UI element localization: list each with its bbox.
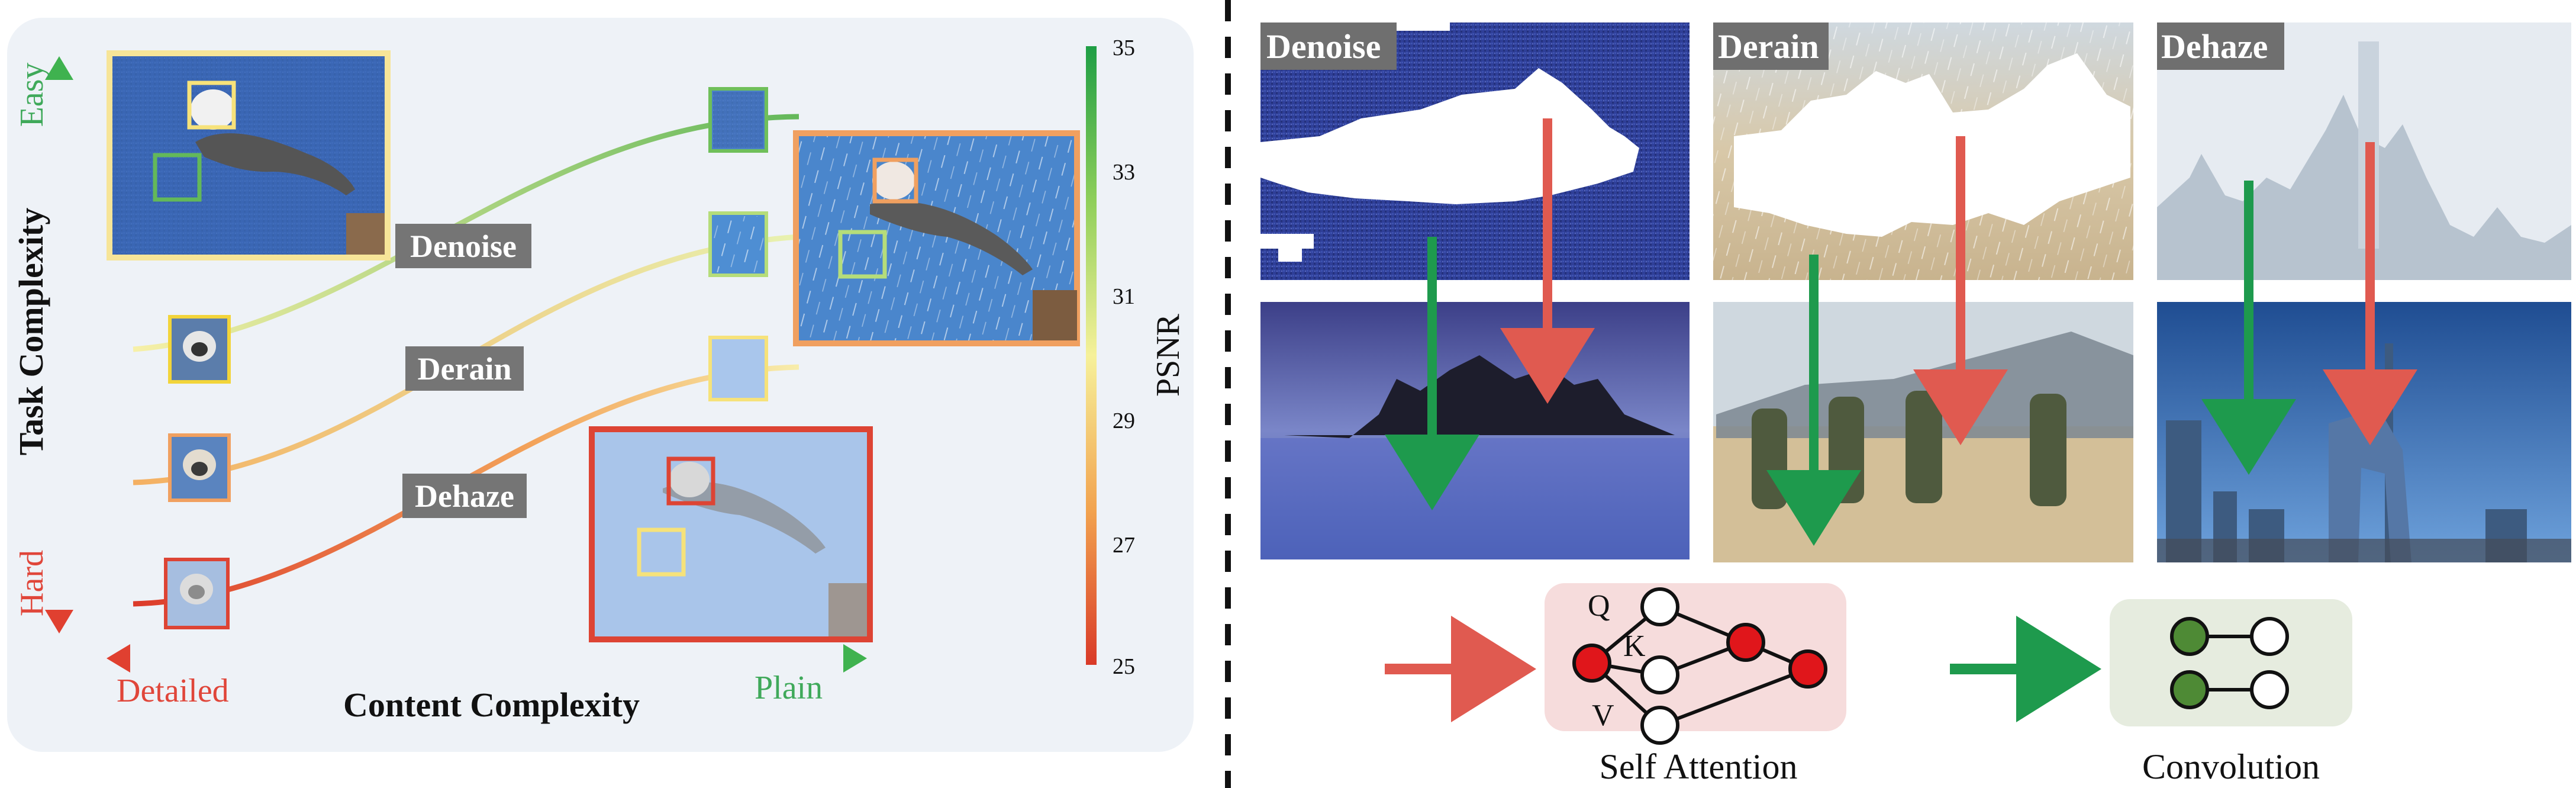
psnr-tick-31: 31 bbox=[1113, 284, 1135, 309]
plain-patches bbox=[708, 87, 768, 401]
attention-highlight bbox=[1734, 53, 2130, 237]
convolution-label: Convolution bbox=[2142, 747, 2320, 786]
detail-patches bbox=[164, 315, 231, 629]
k-label: K bbox=[1623, 629, 1646, 663]
self-attention-label: Self Attention bbox=[1600, 747, 1798, 786]
attention-node-active bbox=[1726, 623, 1765, 662]
dehaze-title: Dehaze bbox=[2161, 27, 2268, 66]
hazy-cat-image bbox=[589, 426, 873, 642]
hard-label: Hard bbox=[14, 550, 50, 616]
dehaze-plain-patch bbox=[708, 336, 768, 401]
dehaze-label: Dehaze bbox=[415, 478, 514, 514]
v-label: V bbox=[1592, 699, 1614, 732]
easy-label: Easy bbox=[14, 63, 50, 127]
cat-silhouette bbox=[195, 133, 355, 195]
conv-output-node bbox=[2250, 617, 2289, 656]
attention-node bbox=[1640, 655, 1679, 694]
plain-label: Plain bbox=[755, 670, 823, 706]
derain-title: Derain bbox=[1718, 27, 1819, 66]
denoise-title-box bbox=[1260, 22, 1397, 70]
plain-patch-box bbox=[838, 230, 887, 279]
derain-column: Derain bbox=[1713, 22, 2133, 562]
derain-label: Derain bbox=[418, 351, 512, 387]
query-node bbox=[1572, 644, 1611, 683]
psnr-tick-27: 27 bbox=[1113, 533, 1135, 558]
q-label: Q bbox=[1588, 589, 1610, 623]
self-attention-legend: Q K V Self Attention bbox=[1385, 583, 1846, 786]
rainy-cat-image bbox=[793, 130, 1080, 346]
conv-input-node bbox=[2170, 617, 2209, 656]
right-arrow-icon bbox=[843, 644, 867, 673]
task-complexity-label: Task Complexity bbox=[12, 208, 50, 455]
attention-node bbox=[1640, 587, 1679, 626]
psnr-colorbar: 35 33 31 29 27 25 PSNR bbox=[1086, 36, 1187, 679]
denoise-label-box bbox=[395, 224, 531, 268]
dehaze-column: Dehaze bbox=[2157, 22, 2571, 562]
attention-legend-box bbox=[1545, 583, 1846, 731]
psnr-colorbar-gradient bbox=[1086, 46, 1097, 665]
psnr-tick-35: 35 bbox=[1113, 36, 1135, 60]
content-complexity-label: Content Complexity bbox=[343, 686, 640, 724]
derain-label-box bbox=[405, 346, 524, 391]
detail-patch-box bbox=[187, 81, 236, 130]
task-complexity-axis: Task Complexity Easy Hard bbox=[12, 56, 73, 633]
psnr-tick-25: 25 bbox=[1113, 654, 1135, 679]
left-arrow-icon bbox=[107, 644, 130, 673]
derain-title-box bbox=[1713, 22, 1829, 70]
psnr-tick-33: 33 bbox=[1113, 160, 1135, 185]
psnr-tick-29: 29 bbox=[1113, 409, 1135, 433]
content-complexity-axis: Detailed Plain Content Complexity bbox=[107, 644, 867, 724]
cat-silhouette bbox=[870, 201, 1033, 275]
convolution-legend: Convolution bbox=[1950, 599, 2352, 786]
noisy-cat-image bbox=[107, 50, 391, 260]
cat-silhouette bbox=[663, 482, 826, 554]
left-panel: Task Complexity Easy Hard Detailed Plain… bbox=[7, 18, 1194, 752]
psnr-label: PSNR bbox=[1150, 313, 1187, 397]
denoise-label: Denoise bbox=[410, 229, 517, 264]
dehaze-title-box bbox=[2157, 22, 2284, 70]
conv-output-node bbox=[2250, 670, 2289, 709]
attention-node-active bbox=[1788, 649, 1827, 689]
down-arrow-icon bbox=[45, 610, 73, 633]
detail-patch-box bbox=[666, 456, 715, 506]
task-labels: Denoise Derain Dehaze bbox=[395, 224, 531, 518]
dehaze-label-box bbox=[402, 474, 527, 518]
cctv-tower bbox=[2329, 409, 2411, 562]
convolution-legend-box bbox=[2110, 599, 2352, 726]
denoise-title: Denoise bbox=[1266, 27, 1381, 66]
detail-patch-box bbox=[872, 157, 918, 204]
plain-patch-box bbox=[637, 528, 686, 577]
rocky-island bbox=[1284, 355, 1675, 438]
right-panel: Denoise Derain bbox=[1260, 18, 2571, 786]
conv-input-node bbox=[2170, 670, 2209, 709]
plain-patch-box bbox=[153, 153, 202, 202]
denoise-column: Denoise bbox=[1260, 18, 1690, 559]
detailed-label: Detailed bbox=[117, 673, 229, 709]
attention-node bbox=[1640, 706, 1679, 745]
up-arrow-icon bbox=[45, 56, 73, 80]
